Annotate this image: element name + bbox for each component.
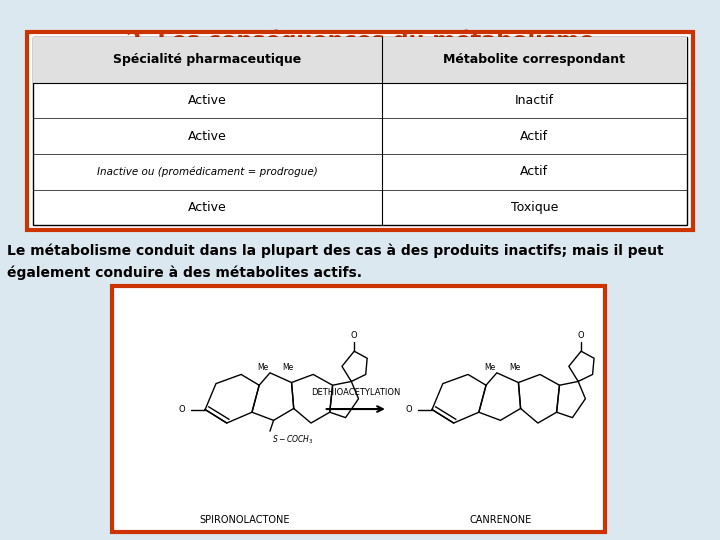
Bar — [33, 37, 687, 225]
Text: O: O — [351, 331, 358, 340]
Text: Toxique: Toxique — [510, 201, 558, 214]
Text: DETHIOACETYLATION: DETHIOACETYLATION — [311, 388, 400, 397]
Text: Active: Active — [188, 201, 227, 214]
Text: Actif: Actif — [520, 130, 549, 143]
Text: Inactif: Inactif — [515, 94, 554, 107]
Text: O: O — [577, 331, 585, 340]
Text: O: O — [179, 405, 186, 414]
Text: Actif: Actif — [520, 165, 549, 178]
Bar — [33, 37, 687, 83]
Text: CANRENONE: CANRENONE — [469, 515, 531, 525]
Text: Me: Me — [282, 363, 294, 372]
Text: également conduire à des métabolites actifs.: également conduire à des métabolites act… — [7, 266, 362, 280]
Text: Métabolite correspondant: Métabolite correspondant — [444, 53, 625, 66]
Text: Spécialité pharmaceutique: Spécialité pharmaceutique — [113, 53, 302, 66]
Text: O: O — [405, 405, 413, 414]
Text: Active: Active — [188, 130, 227, 143]
Text: SPIRONOLACTONE: SPIRONOLACTONE — [199, 515, 290, 525]
Text: Me: Me — [484, 363, 495, 372]
Text: $S-COCH_3$: $S-COCH_3$ — [272, 434, 314, 446]
Text: Me: Me — [509, 363, 521, 372]
Text: Le métabolisme conduit dans la plupart des cas à des produits inactifs; mais il : Le métabolisme conduit dans la plupart d… — [7, 244, 664, 258]
Text: Me: Me — [257, 363, 269, 372]
Bar — [112, 286, 605, 532]
Text: Active: Active — [188, 94, 227, 107]
Text: Inactive ou (​promédicament​ = prodrogue): Inactive ou (​promédicament​ = prodrogue… — [97, 166, 318, 177]
Bar — [27, 32, 693, 230]
Text: 2. Les conséquences du métabolisme: 2. Les conséquences du métabolisme — [126, 30, 594, 51]
